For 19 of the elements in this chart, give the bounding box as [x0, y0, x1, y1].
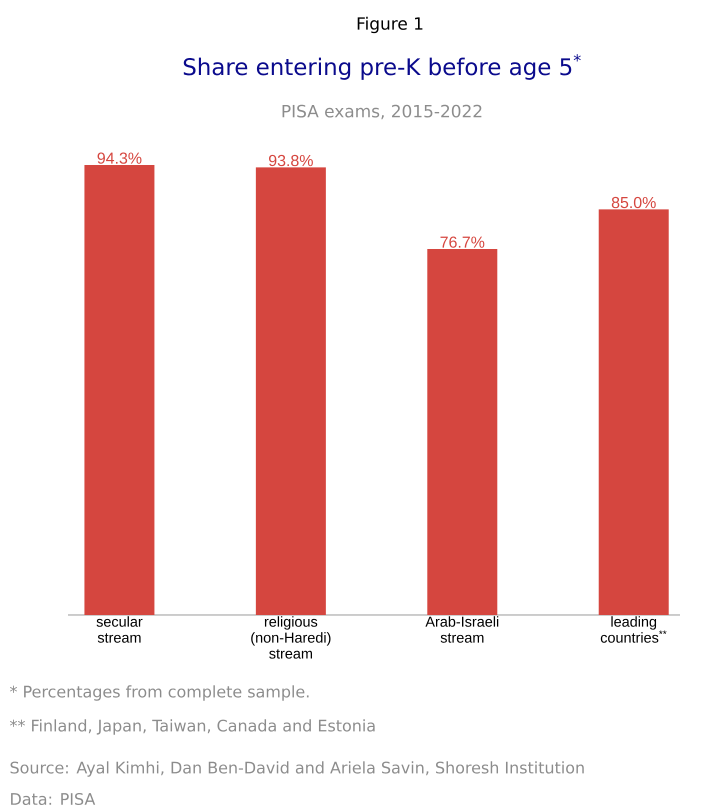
- caption: Figure 1: [358, 16, 422, 34]
- x-tick-label: secular stream: [96, 616, 142, 643]
- bar: [427, 248, 498, 615]
- text: Data: PISA: [11, 792, 96, 806]
- x-tick-label: religious (non-Haredi) stream: [251, 616, 330, 659]
- data-label: 76.7%: [440, 236, 484, 248]
- data-label: 94.3%: [98, 152, 142, 164]
- source-note: Source: Ayal Kimhi, Dan Ben-David and Ariela Savin, Shoresh Institution: [10, 761, 584, 777]
- data-label: 93.8%: [269, 154, 313, 166]
- chart-title: Share entering pre-K before age 5$^{*}$: [184, 54, 581, 80]
- chart-subtitle: PISA exams, 2015-2022: [282, 104, 482, 120]
- text: ** Finland, Japan, Taiwan, Canada and Estonia: [10, 719, 375, 735]
- text: * Percentages from complete sample.: [10, 685, 309, 701]
- data-label: 85.0%: [612, 196, 656, 208]
- x-tick-label: leading countries$^{**}$: [600, 616, 667, 643]
- bar: [84, 164, 154, 615]
- x-tick-label: Arab-Israeli stream: [425, 616, 498, 643]
- bar: [256, 167, 326, 615]
- bar: [598, 209, 669, 615]
